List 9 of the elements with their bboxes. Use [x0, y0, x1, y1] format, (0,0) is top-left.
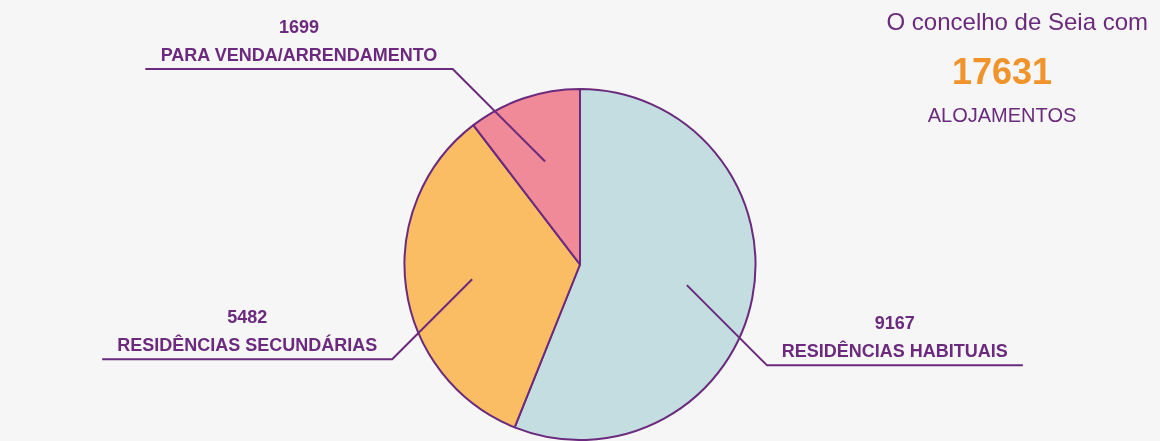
slice-label: RESIDÊNCIAS HABITUAIS [781, 340, 1008, 362]
text: 17631 [951, 51, 1053, 92]
data-label: 1699 [278, 17, 320, 37]
slice-label: PARA VENDA/ARRENDAMENTO [160, 45, 438, 65]
text: ALOJAMENTOS [927, 104, 1077, 126]
data-label: 5482 [227, 307, 268, 328]
chart-title: O concelho de Seia com [886, 8, 1148, 35]
data-label: 9167 [874, 313, 915, 334]
slice-label: RESIDÊNCIAS SECUNDÁRIAS [117, 334, 378, 356]
